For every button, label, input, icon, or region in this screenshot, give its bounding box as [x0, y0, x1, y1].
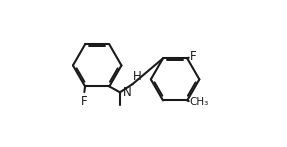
Text: N: N — [123, 86, 131, 99]
Text: CH₃: CH₃ — [189, 97, 209, 107]
Text: F: F — [81, 95, 88, 107]
Text: F: F — [189, 50, 196, 63]
Text: H: H — [133, 70, 141, 83]
